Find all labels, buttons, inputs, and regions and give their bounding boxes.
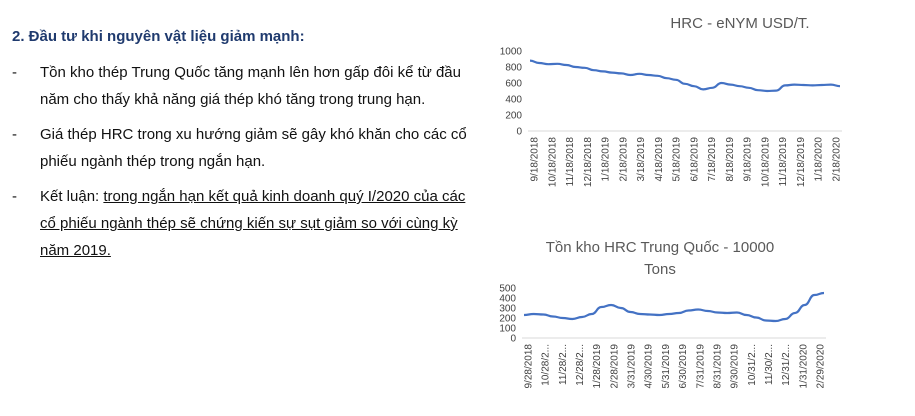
bullet-text: Giá thép HRC trong xu hướng giảm sẽ gây … [40,126,467,170]
x-tick-label: 10/18/2019 [760,137,771,187]
y-tick-label: 0 [516,127,522,138]
y-tick-label: 300 [499,304,516,315]
x-tick-label: 9/18/2019 [743,137,754,182]
x-tick-label: 8/31/2019 [712,344,723,389]
x-tick-label: 1/18/2019 [601,137,612,182]
x-tick-label: 1/28/2019 [592,344,603,389]
chart-title: Tons [644,261,676,278]
bullet-item: - Giá thép HRC trong xu hướng giảm sẽ gâ… [12,121,482,175]
y-tick-label: 400 [499,294,516,305]
hrc-inventory-chart: Tồn kho HRC Trung Quốc - 10000 Tons 0 100 20… [490,230,900,416]
x-tick-label: 9/28/2018 [524,344,535,389]
x-tick-label: 11/18/2018 [565,137,576,187]
bullet-dash: - [12,126,17,143]
x-tick-label: 12/31/2... [781,344,792,386]
y-tick-label: 400 [505,95,522,106]
x-tick-label: 3/18/2019 [636,137,647,182]
x-tick-label: 2/18/2019 [618,137,629,182]
bullet-dash: - [12,188,17,205]
x-tick-label: 4/30/2019 [644,344,655,389]
x-tick-label: 10/18/2018 [547,137,558,187]
x-tick-label: 11/18/2019 [778,137,789,187]
x-tick-label: 7/18/2019 [707,137,718,182]
x-tick-label: 1/18/2020 [814,137,825,182]
bullet-dash: - [12,64,17,81]
x-tick-label: 1/31/2020 [798,344,809,389]
chart-title: HRC - eNYM USD/T. [670,15,809,32]
hrc-price-chart-svg: HRC - eNYM USD/T. 0 200 400 600 800 1000 9/18/2… [500,15,843,187]
x-tick-label: 10/28/2... [541,344,552,386]
bullet-text: Tồn kho thép Trung Quốc tăng mạnh lên hơ… [40,64,461,108]
y-tick-label: 600 [505,79,522,90]
hrc-price-chart: HRC - eNYM USD/T. 0 200 400 600 800 1000 9/18/2… [490,8,900,208]
y-tick-label: 200 [505,111,522,122]
y-tick-label: 1000 [500,47,523,58]
x-tick-label: 10/31/2... [747,344,758,386]
x-tick-label: 6/30/2019 [678,344,689,389]
y-tick-label: 500 [499,284,516,295]
x-tick-label: 5/18/2019 [672,137,683,182]
x-tick-label: 5/31/2019 [661,344,672,389]
bullet-text: Kết luận: trong ngắn hạn kết quả kinh do… [40,183,482,264]
x-tick-label: 9/18/2018 [530,137,541,182]
x-tick-label: 2/18/2020 [832,137,843,182]
x-tick-label: 11/28/2... [558,344,569,385]
text-section: 2. Đầu tư khi nguyên vật liệu giảm mạnh:… [12,28,482,272]
x-tick-label: 2/29/2020 [816,344,827,389]
x-tick-label: 9/30/2019 [730,344,741,389]
section-heading: 2. Đầu tư khi nguyên vật liệu giảm mạnh: [12,28,305,45]
y-tick-label: 0 [510,334,516,345]
x-tick-label: 4/18/2019 [654,137,665,182]
x-tick-label: 12/18/2019 [796,137,807,187]
x-tick-label: 7/31/2019 [695,344,706,389]
conclusion-label: Kết luận: [40,188,104,205]
x-tick-label: 6/18/2019 [689,137,700,182]
x-tick-label: 2/28/2019 [609,344,620,389]
conclusion-text: trong ngắn hạn kết quả kinh doanh quý I/… [40,188,466,259]
bullet-item: - Tồn kho thép Trung Quốc tăng mạnh lên … [12,59,482,113]
y-tick-label: 100 [499,324,516,335]
y-tick-label: 200 [499,314,516,325]
x-tick-label: 12/28/2... [575,344,586,386]
series-line [523,291,825,323]
x-tick-label: 8/18/2019 [725,137,736,182]
x-tick-label: 11/30/2... [764,344,775,385]
chart-title: Tồn kho HRC Trung Quốc - 10000 [546,239,774,256]
hrc-inventory-chart-svg: Tồn kho HRC Trung Quốc - 10000 Tons 010020… [499,239,827,389]
x-tick-label: 12/18/2018 [583,137,594,187]
x-tick-label: 3/31/2019 [627,344,638,389]
series-line [529,59,841,93]
bullet-item: - Kết luận: trong ngắn hạn kết quả kinh … [12,183,482,264]
y-tick-label: 800 [505,63,522,74]
